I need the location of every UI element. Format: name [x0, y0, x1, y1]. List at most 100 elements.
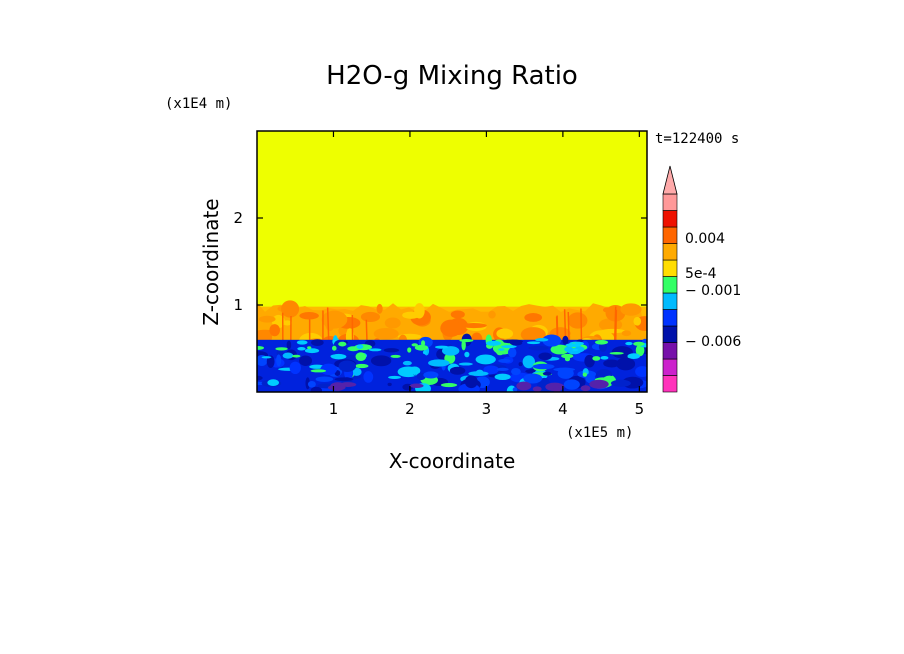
- turbulence-blob: [610, 379, 631, 387]
- filament: [485, 340, 501, 346]
- plume-blob: [460, 323, 487, 329]
- filament: [331, 345, 337, 351]
- turbulence-blob: [310, 386, 323, 392]
- filament: [330, 354, 344, 359]
- z-tick-label: 1: [233, 296, 243, 314]
- turbulence-blob: [449, 366, 466, 375]
- turbulence-blob: [286, 340, 292, 350]
- surface-patch: [339, 382, 357, 387]
- turbulence-blob: [289, 361, 301, 375]
- turbulence-blob: [276, 349, 284, 356]
- x-tick-label: 2: [405, 400, 415, 418]
- turbulence-blob: [635, 366, 647, 378]
- filament: [368, 348, 382, 352]
- filament: [275, 347, 288, 351]
- filament: [338, 341, 347, 347]
- turbulence-blob: [625, 341, 633, 346]
- turbulence-blob: [582, 372, 587, 377]
- filament: [627, 353, 640, 359]
- turbulence-blob: [407, 347, 412, 353]
- turbulence-blob: [354, 363, 369, 369]
- turbulence-blob: [276, 354, 282, 367]
- filament: [592, 356, 601, 361]
- plume-blob: [567, 312, 588, 329]
- z-tick-label: 2: [233, 209, 243, 227]
- surface-patch: [580, 385, 591, 392]
- turbulence-blob: [282, 352, 294, 359]
- surface-patch: [589, 379, 609, 389]
- filament: [261, 356, 272, 359]
- filament: [564, 356, 571, 362]
- colorbar-swatch: [662, 259, 678, 277]
- turbulence-blob: [510, 341, 523, 346]
- turbulence-blob: [442, 346, 460, 356]
- filament: [307, 346, 312, 350]
- turbulence-blob: [523, 373, 543, 384]
- filament: [435, 345, 449, 349]
- colorbar-swatch: [662, 309, 678, 327]
- colorbar-label: − 0.006: [685, 334, 741, 350]
- turbulence-blob: [320, 363, 337, 376]
- turbulence-blob: [383, 348, 400, 353]
- turbulence-blob: [494, 373, 511, 381]
- turbulence-blob: [550, 344, 570, 355]
- filament: [500, 345, 517, 349]
- filament: [496, 349, 504, 356]
- colorbar-label: 5e-4: [685, 266, 717, 282]
- filament: [565, 343, 581, 348]
- turbulence-blob: [459, 339, 474, 343]
- turbulence-blob: [532, 363, 555, 370]
- turbulence-blob: [464, 375, 478, 389]
- turbulence-blob: [528, 345, 549, 351]
- x-tick-label: 1: [329, 400, 339, 418]
- turbulence-blob: [307, 380, 316, 388]
- plume-blob: [299, 312, 319, 320]
- filament: [609, 352, 624, 355]
- colorbar-label: 0.004: [685, 231, 725, 247]
- time-label: t=122400 s: [655, 131, 739, 147]
- plume-blob: [524, 313, 543, 322]
- plume-blob: [496, 328, 514, 339]
- turbulence-blob: [468, 371, 489, 377]
- turbulence-blob: [315, 376, 334, 382]
- z-axis-label: Z-coordinate: [199, 198, 223, 325]
- turbulence-blob: [563, 379, 580, 390]
- turbulence-blob: [297, 347, 306, 351]
- chart-title: H2O-g Mixing Ratio: [326, 61, 578, 91]
- turbulence-blob: [522, 355, 535, 369]
- filament: [526, 341, 541, 345]
- turbulence-blob: [538, 352, 552, 361]
- plume-blob: [440, 319, 462, 337]
- colorbar: [662, 165, 678, 393]
- filament: [356, 344, 364, 349]
- filament: [498, 348, 505, 351]
- plume-blob: [602, 307, 612, 313]
- turbulence-blob: [402, 360, 412, 366]
- surface-patch: [516, 381, 532, 391]
- colorbar-swatch: [662, 375, 678, 393]
- colorbar-swatch: [662, 292, 678, 310]
- plume-blob: [373, 327, 399, 340]
- turbulence-blob: [267, 379, 279, 386]
- x-axis: 1 2 3 4 5: [329, 131, 644, 418]
- turbulence-blob: [387, 382, 392, 387]
- filament: [595, 339, 609, 345]
- turbulence-blob: [483, 365, 499, 375]
- plume-blob: [376, 303, 383, 314]
- turbulence-blob: [338, 360, 356, 372]
- turbulence-blob: [408, 366, 421, 375]
- colorbar-swatch: [662, 193, 678, 211]
- turbulence-blob: [603, 359, 621, 368]
- filament: [633, 341, 645, 346]
- colorbar-overflow-arrow: [662, 165, 678, 195]
- turbulence-blob: [508, 347, 517, 358]
- filament: [411, 343, 418, 347]
- plume-blob: [384, 317, 401, 329]
- turbulence-blob: [299, 355, 313, 366]
- turbulence-blob: [370, 355, 392, 367]
- turbulence-blob: [535, 338, 549, 342]
- filament: [422, 350, 427, 355]
- filament: [572, 348, 579, 351]
- plume-blob: [633, 316, 642, 326]
